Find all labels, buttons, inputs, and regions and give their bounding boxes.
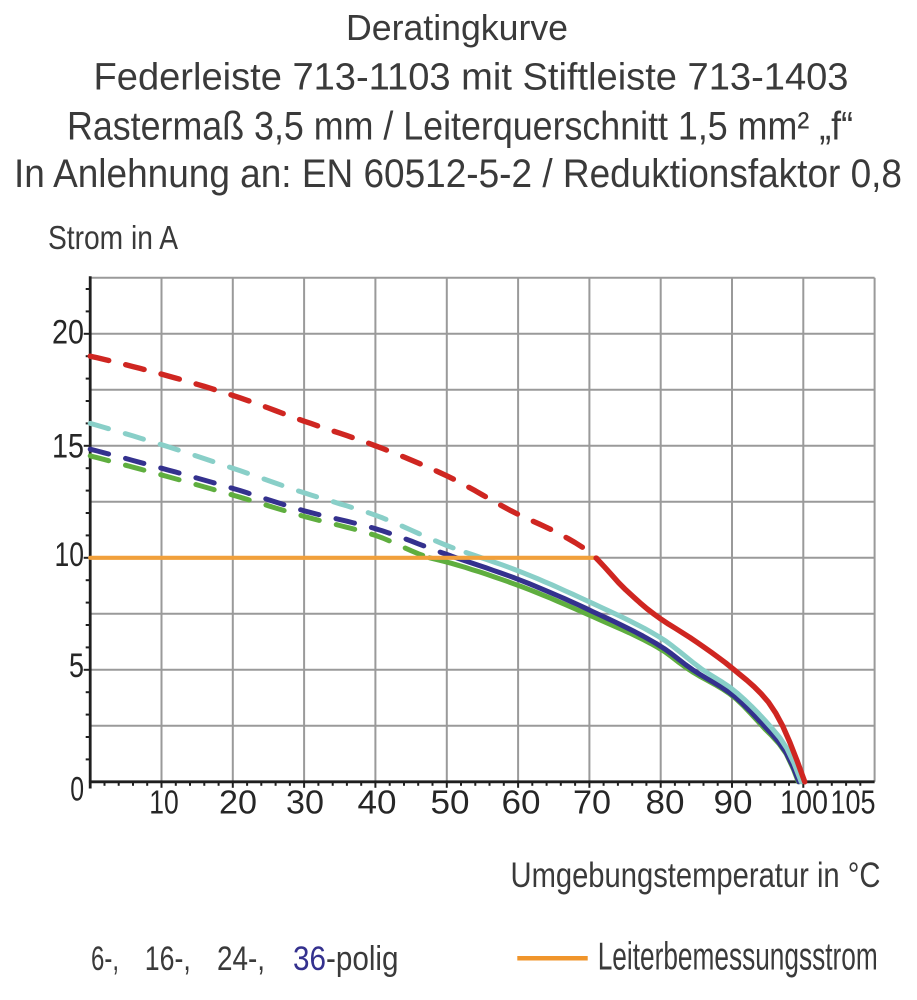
- svg-text:16-,: 16-,: [145, 940, 191, 978]
- svg-text:70: 70: [573, 783, 611, 820]
- svg-text:0: 0: [70, 771, 84, 809]
- svg-text:5: 5: [69, 647, 84, 685]
- svg-text:10: 10: [55, 536, 85, 574]
- svg-text:Strom in A: Strom in A: [48, 219, 178, 256]
- svg-text:40: 40: [358, 783, 397, 820]
- svg-text:100: 100: [780, 783, 828, 820]
- svg-text:15: 15: [52, 427, 84, 465]
- svg-text:10: 10: [149, 783, 179, 820]
- svg-text:80: 80: [646, 783, 685, 820]
- svg-text:6-,: 6-,: [91, 940, 119, 978]
- svg-text:105: 105: [831, 783, 876, 820]
- svg-text:90: 90: [714, 783, 753, 820]
- svg-text:20: 20: [219, 783, 257, 820]
- svg-text:30: 30: [286, 783, 324, 820]
- svg-text:In Anlehnung an: EN 60512-5-2: In Anlehnung an: EN 60512-5-2 / Reduktio…: [14, 152, 902, 196]
- svg-text:60: 60: [502, 783, 541, 820]
- svg-text:Rastermaß 3,5 mm / Leiterquers: Rastermaß 3,5 mm / Leiterquerschnitt 1,5…: [67, 104, 853, 148]
- svg-text:20: 20: [52, 313, 84, 351]
- svg-text:Umgebungstemperatur in °C: Umgebungstemperatur in °C: [511, 856, 881, 895]
- svg-text:Deratingkurve: Deratingkurve: [346, 7, 568, 48]
- svg-text:50: 50: [431, 783, 470, 820]
- svg-text:24-,: 24-,: [217, 940, 265, 978]
- svg-text:Federleiste 713-1103 mit Stift: Federleiste 713-1103 mit Stiftleiste 713…: [94, 57, 849, 99]
- svg-text:Leiterbemessungsstrom: Leiterbemessungsstrom: [598, 935, 878, 978]
- svg-text:36-polig: 36-polig: [293, 940, 399, 978]
